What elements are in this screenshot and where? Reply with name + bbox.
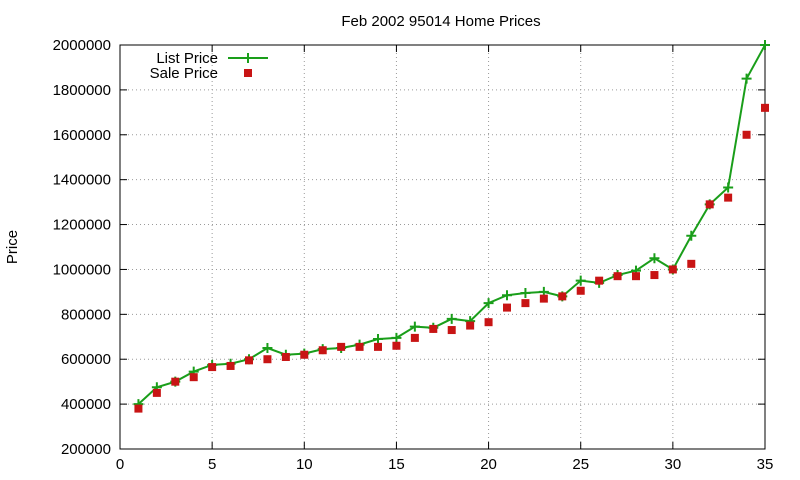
list-price-point [483,298,494,309]
list-price-point [649,253,660,264]
sale-price-point [281,352,290,361]
sale-price-point [355,342,364,351]
sale-price-point [337,342,346,351]
sale-price-point [742,130,751,139]
sale-price-point [576,286,585,295]
sale-price-point [724,193,733,202]
list-price-point [575,275,586,286]
series-sale-price [134,103,769,413]
list-price-point [446,313,457,324]
sale-price-point [613,272,622,281]
sale-price-point [134,404,143,413]
grid-lines [120,45,765,449]
axis-ticks: 0 5 10 15 20 25 30 35 200000 400000 600000 800000 10… [53,37,774,473]
sale-price-point [466,321,475,330]
y-tick-label: 200000 [61,441,111,458]
y-tick-label: 400000 [61,396,111,413]
sale-price-point [300,350,309,359]
y-tick-label: 1400000 [53,172,111,189]
list-price-point [262,343,273,353]
sale-price-point [171,377,180,386]
sale-price-point [208,363,217,372]
y-tick-label: 1000000 [53,261,111,278]
sale-price-point [410,333,419,342]
x-tick-label: 30 [665,456,682,473]
x-tick-label: 35 [757,456,774,473]
sale-price-point [705,200,714,209]
series-layer [133,40,770,413]
y-tick-label: 1800000 [53,82,111,99]
sale-price-point [539,294,548,303]
sale-price-point [447,326,456,335]
legend-marker-plus [243,53,253,63]
sale-price-point [245,356,253,365]
sale-price-point [484,318,493,327]
sale-price-point [374,342,382,351]
sale-price-point [668,265,677,274]
sale-price-point [761,103,769,112]
chart-title: Feb 2002 95014 Home Prices [341,13,540,30]
sale-price-point [152,388,161,397]
plot-area-frame [119,44,766,450]
sale-price-point [521,299,530,308]
list-price-point [502,290,512,301]
x-tick-label: 0 [116,456,124,473]
list-price-point [760,40,770,50]
sale-price-point [226,361,235,370]
sale-price-point [650,271,659,280]
sale-price-point [189,373,198,382]
sale-price-point [632,272,640,281]
list-price-point [409,321,420,332]
legend-marker-square [244,69,252,77]
y-tick-label: 1600000 [53,127,111,144]
y-axis-label: Price [4,230,21,264]
legend-label: Sale Price [150,65,218,82]
x-tick-label: 5 [208,456,216,473]
sale-price-point [318,346,327,355]
x-tick-label: 10 [296,456,313,473]
list-price-point [520,288,531,299]
sale-price-point [687,259,696,268]
legend-label: List Price [156,50,218,67]
sale-price-point [595,276,604,285]
y-tick-label: 2000000 [53,37,111,54]
sale-price-point [503,303,511,312]
x-tick-label: 20 [480,456,497,473]
sale-price-point [558,292,567,301]
x-tick-label: 15 [388,456,405,473]
sale-price-point [392,341,401,350]
list-price-point [741,73,752,84]
sale-price-point [429,324,438,333]
y-tick-label: 600000 [61,351,111,368]
sale-price-point [263,355,272,364]
list-price-point [686,230,697,241]
y-tick-label: 1200000 [53,217,111,234]
list-price-point [723,182,734,193]
x-tick-label: 25 [572,456,589,473]
list-price-point [391,332,402,343]
y-tick-label: 800000 [61,306,111,323]
list-price-point [373,334,383,345]
